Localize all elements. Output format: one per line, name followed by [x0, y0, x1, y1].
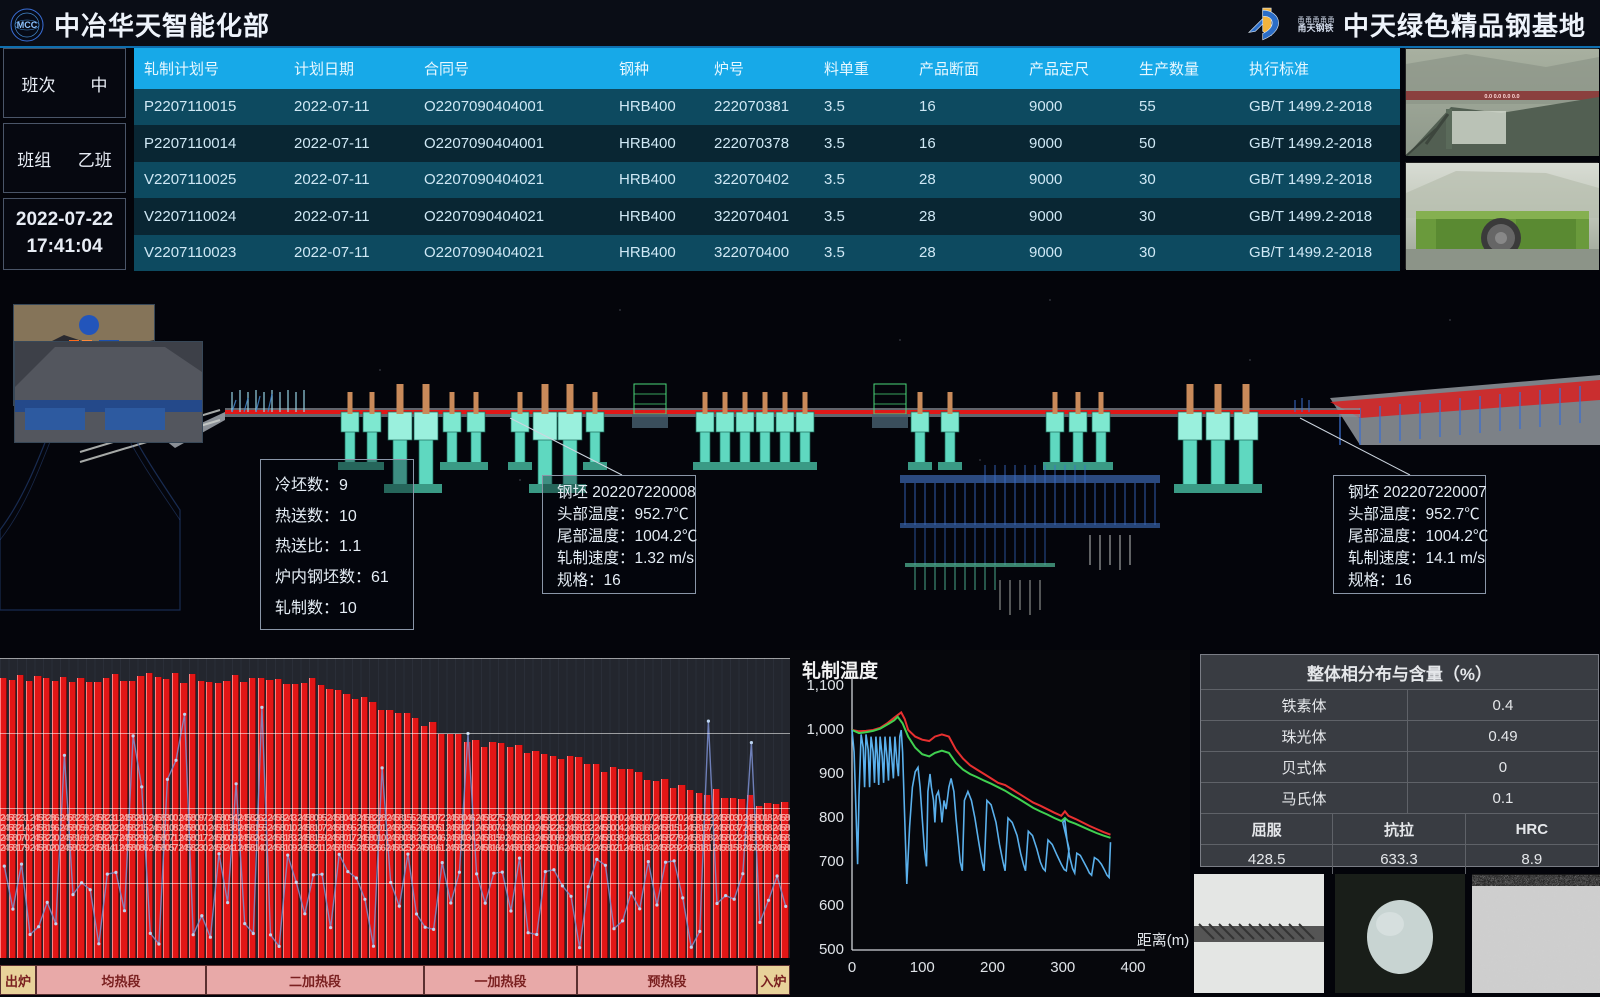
svg-text:0: 0 — [848, 959, 856, 976]
svg-text:700: 700 — [819, 853, 844, 870]
svg-text:100: 100 — [910, 959, 935, 976]
svg-text:0.0 0.0 0.0 0.0: 0.0 0.0 0.0 0.0 — [1484, 94, 1519, 100]
svg-text:300: 300 — [1050, 959, 1075, 976]
svg-text:600: 600 — [819, 897, 844, 914]
svg-text:200: 200 — [980, 959, 1005, 976]
svg-text:400: 400 — [1120, 959, 1145, 976]
svg-text:500: 500 — [819, 941, 844, 958]
svg-text:MCC: MCC — [17, 20, 38, 30]
svg-text:1,100: 1,100 — [806, 677, 844, 694]
svg-text:800: 800 — [819, 809, 844, 826]
svg-text:距离(m): 距离(m) — [1137, 932, 1190, 949]
svg-text:900: 900 — [819, 765, 844, 782]
svg-text:1,000: 1,000 — [806, 721, 844, 738]
